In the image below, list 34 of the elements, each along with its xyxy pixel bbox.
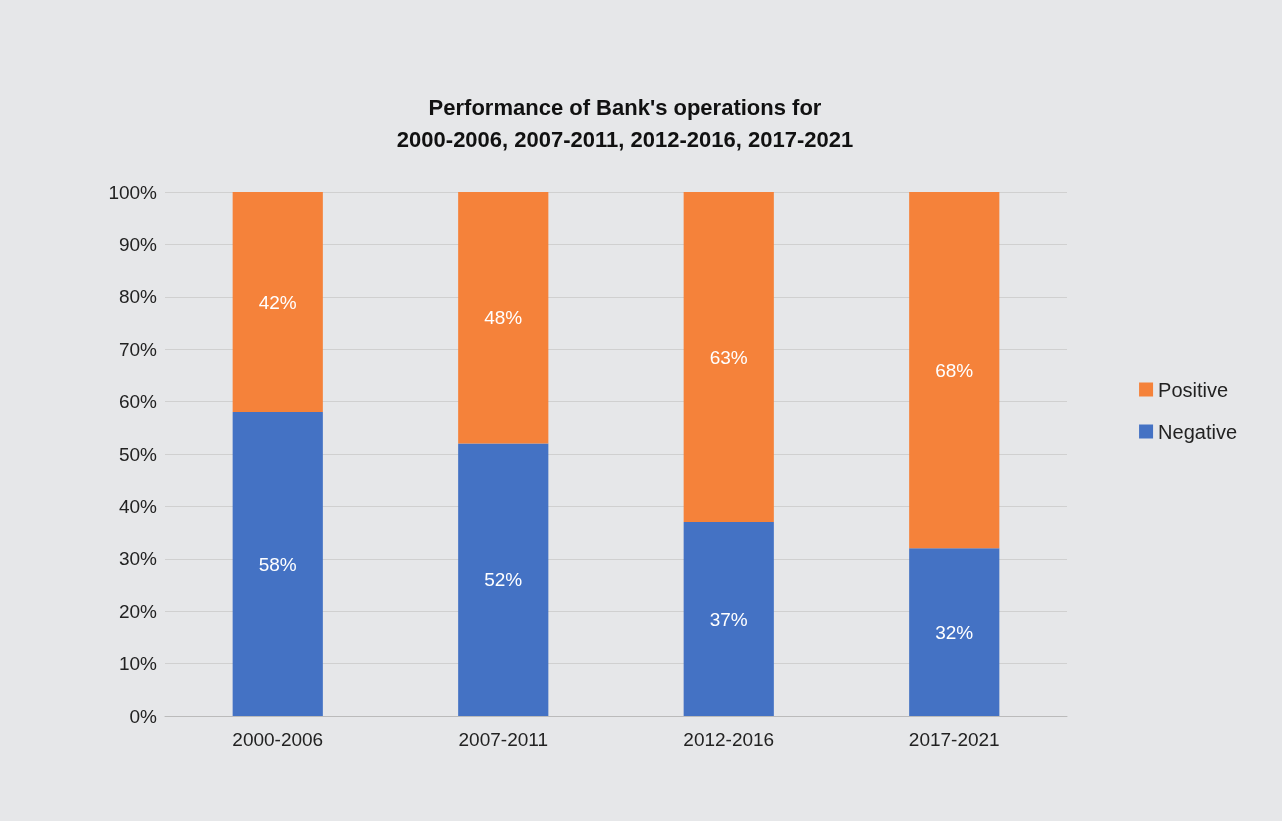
y-tick-label: 90% bbox=[118, 233, 158, 255]
y-tick-label: 70% bbox=[118, 338, 158, 360]
x-tick-label: 2012-2016 bbox=[683, 729, 775, 750]
x-tick-label: 2007-2011 bbox=[458, 729, 548, 750]
data-label: 52% bbox=[484, 569, 523, 591]
x-tick-label: 2017-2021 bbox=[908, 729, 1000, 750]
data-label: 32% bbox=[935, 621, 974, 643]
y-tick-label: 0% bbox=[129, 705, 158, 727]
y-tick-label: 30% bbox=[118, 548, 158, 570]
data-label: 63% bbox=[709, 346, 748, 368]
legend-label: Negative bbox=[1158, 420, 1237, 443]
bar bbox=[683, 192, 774, 523]
data-label: 42% bbox=[258, 291, 297, 313]
y-tick-label: 40% bbox=[118, 495, 158, 517]
bar bbox=[458, 443, 549, 716]
data-label: 37% bbox=[709, 608, 748, 630]
data-label: 68% bbox=[935, 359, 974, 381]
legend-label: Positive bbox=[1158, 378, 1229, 401]
chart-title: Performance of Bank's operations for 2000-2006, 2007-2011, 2012-2016, 2017-2021 bbox=[396, 94, 854, 152]
bar bbox=[232, 412, 323, 716]
y-tick-label: 100% bbox=[108, 181, 158, 203]
y-tick-label: 20% bbox=[118, 600, 158, 622]
y-tick-label: 10% bbox=[118, 653, 158, 675]
bar bbox=[909, 192, 1000, 549]
bar bbox=[458, 192, 549, 444]
data-label: 48% bbox=[484, 307, 523, 329]
y-tick-label: 50% bbox=[118, 443, 158, 465]
x-tick-label: 2000-2006 bbox=[232, 729, 324, 750]
data-label: 58% bbox=[258, 553, 297, 575]
bar bbox=[232, 192, 323, 413]
bar bbox=[683, 522, 774, 716]
y-tick-label: 60% bbox=[118, 391, 158, 413]
bar bbox=[909, 548, 1000, 716]
y-tick-label: 80% bbox=[118, 286, 158, 308]
